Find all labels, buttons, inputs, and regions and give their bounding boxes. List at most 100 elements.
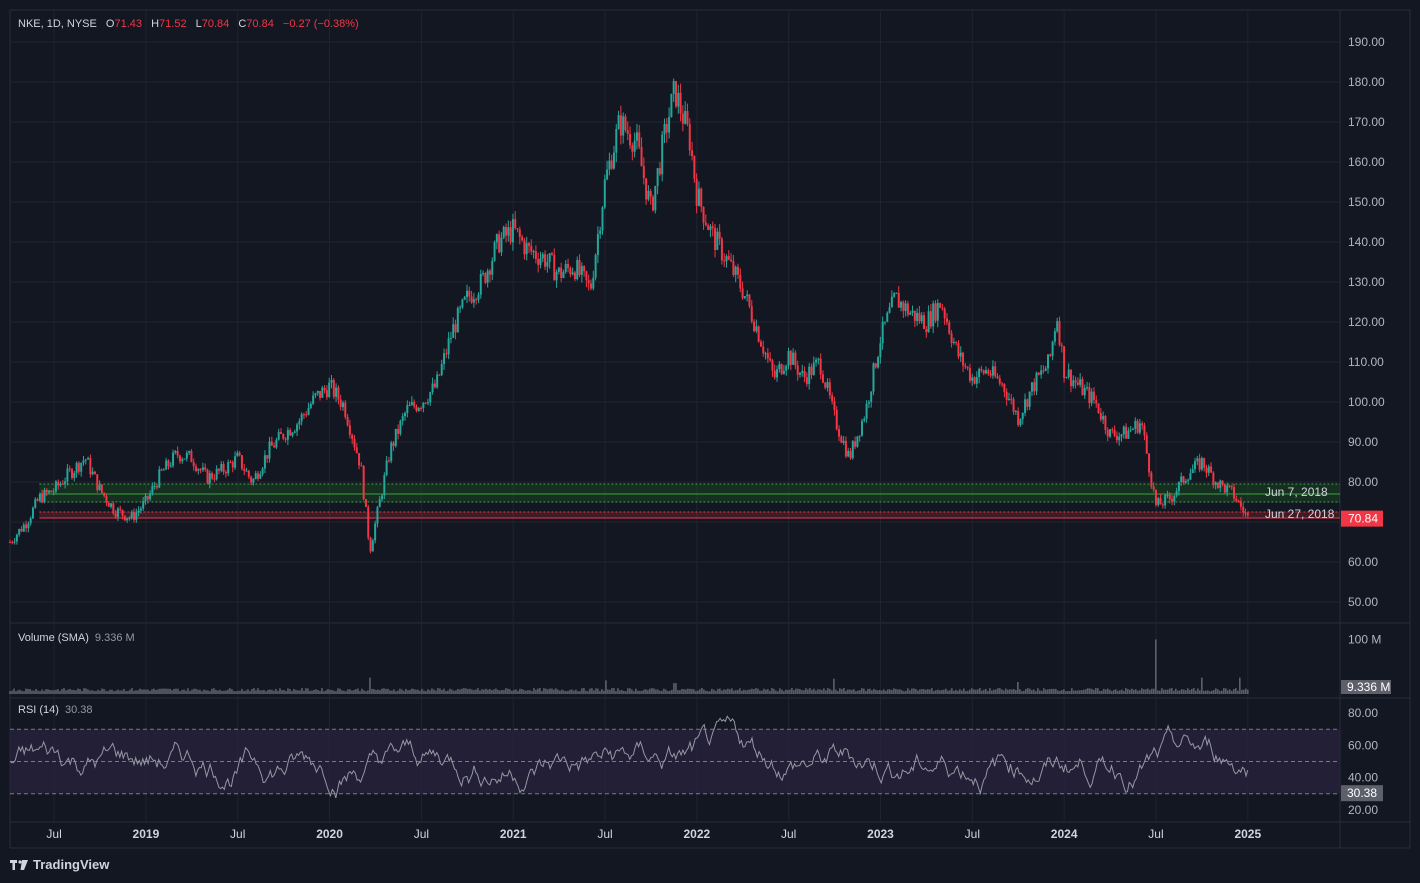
candle-body bbox=[222, 463, 225, 473]
candle-body bbox=[25, 524, 28, 529]
volume-bar bbox=[21, 690, 23, 694]
volume-bar bbox=[347, 689, 349, 694]
candle-body bbox=[693, 156, 696, 179]
candle-body bbox=[759, 341, 762, 347]
candle-body bbox=[167, 460, 170, 467]
volume-bar bbox=[605, 680, 607, 694]
candle-body bbox=[890, 296, 893, 308]
candle-body bbox=[1152, 486, 1155, 490]
volume-bar bbox=[357, 688, 359, 694]
volume-bar bbox=[587, 691, 589, 694]
volume-bar bbox=[491, 690, 493, 694]
volume-bar bbox=[113, 691, 115, 694]
volume-bar bbox=[65, 690, 67, 694]
volume-bar bbox=[679, 690, 681, 694]
volume-bar bbox=[477, 688, 479, 694]
candle-body bbox=[672, 81, 675, 94]
volume-bar bbox=[385, 688, 387, 694]
candle-body bbox=[364, 499, 367, 507]
candle-body bbox=[1203, 457, 1206, 468]
candle-body bbox=[594, 254, 597, 278]
volume-bar bbox=[381, 688, 383, 694]
volume-bar bbox=[529, 690, 531, 694]
candle-body bbox=[998, 378, 1001, 384]
volume-bar bbox=[847, 689, 849, 694]
candle-body bbox=[385, 460, 388, 476]
candle-body bbox=[75, 462, 78, 473]
volume-bar bbox=[873, 688, 875, 694]
candle-body bbox=[764, 353, 767, 355]
candle-body bbox=[119, 508, 122, 510]
candle-body bbox=[146, 495, 149, 500]
volume-bar bbox=[1045, 689, 1047, 694]
volume-bar bbox=[555, 688, 557, 694]
volume-bar bbox=[815, 690, 817, 694]
candle-body bbox=[1088, 387, 1091, 404]
candle-body bbox=[1219, 480, 1222, 488]
candle-body bbox=[957, 343, 960, 357]
volume-bar bbox=[95, 691, 97, 694]
candle-body bbox=[475, 299, 478, 301]
candle-body bbox=[847, 450, 850, 457]
open-label: O bbox=[105, 18, 115, 30]
volume-bar bbox=[215, 689, 217, 694]
candle-body bbox=[155, 486, 158, 488]
candle-body bbox=[991, 366, 994, 376]
candle-body bbox=[856, 436, 859, 447]
volume-bar bbox=[843, 688, 845, 694]
volume-bar bbox=[169, 688, 171, 694]
volume-bar bbox=[23, 691, 25, 694]
volume-bar bbox=[141, 689, 143, 694]
volume-bar bbox=[199, 689, 201, 694]
candle-body bbox=[236, 452, 239, 457]
volume-bar bbox=[695, 691, 697, 694]
candle-body bbox=[697, 188, 700, 206]
candle-body bbox=[289, 429, 292, 436]
volume-bar bbox=[235, 691, 237, 694]
candle-body bbox=[61, 483, 64, 485]
candle-body bbox=[557, 267, 560, 272]
candle-body bbox=[1177, 482, 1180, 492]
candle-body bbox=[739, 274, 742, 289]
volume-bar bbox=[929, 689, 931, 694]
volume-bar bbox=[369, 677, 371, 694]
volume-bar bbox=[919, 689, 921, 694]
volume-bar bbox=[767, 689, 769, 694]
volume-bar bbox=[741, 690, 743, 694]
candle-body bbox=[743, 296, 746, 299]
time-tick-label: 2023 bbox=[867, 827, 894, 841]
volume-bar bbox=[611, 688, 613, 694]
candle-body bbox=[1171, 499, 1174, 502]
candle-body bbox=[319, 390, 322, 398]
volume-bar bbox=[551, 688, 553, 694]
candle-body bbox=[812, 362, 815, 376]
candle-body bbox=[169, 465, 172, 467]
volume-bar bbox=[909, 690, 911, 694]
volume-bar bbox=[545, 688, 547, 694]
rsi-last-tag bbox=[1341, 785, 1383, 802]
volume-bar bbox=[391, 690, 393, 694]
candle-body bbox=[459, 307, 462, 309]
candle-body bbox=[674, 81, 677, 107]
volume-bar bbox=[1075, 690, 1077, 694]
tradingview-brand[interactable]: TradingView bbox=[10, 857, 109, 872]
candle-body bbox=[307, 407, 310, 415]
volume-title[interactable]: Volume (SMA) 9.336 M bbox=[18, 632, 135, 644]
volume-bar bbox=[405, 688, 407, 694]
volume-bar bbox=[109, 689, 111, 694]
candle-body bbox=[98, 484, 101, 491]
candle-body bbox=[291, 432, 294, 436]
candle-body bbox=[1242, 506, 1245, 513]
volume-bar bbox=[175, 688, 177, 694]
rsi-title[interactable]: RSI (14) 30.38 bbox=[18, 704, 93, 716]
candle-body bbox=[91, 471, 94, 475]
volume-bar bbox=[585, 690, 587, 694]
candle-body bbox=[1040, 370, 1043, 375]
volume-bar bbox=[681, 688, 683, 694]
candle-body bbox=[638, 132, 641, 147]
volume-bar bbox=[303, 690, 305, 694]
volume-bar bbox=[985, 688, 987, 694]
volume-bar bbox=[901, 690, 903, 694]
